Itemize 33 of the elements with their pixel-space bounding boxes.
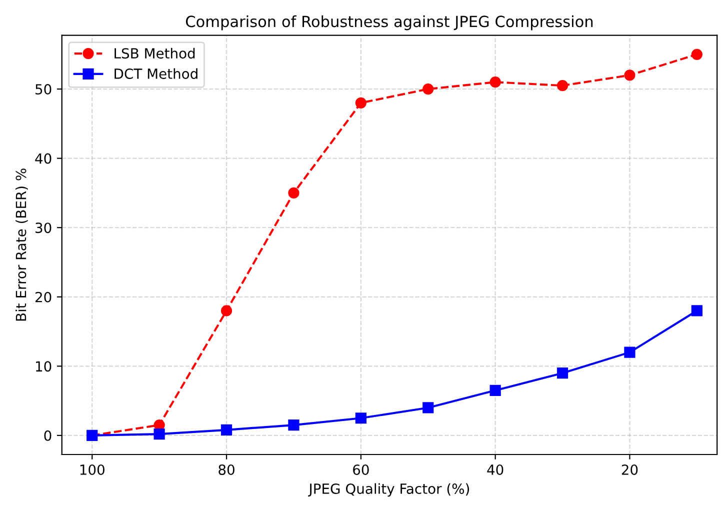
point bbox=[556, 80, 568, 92]
x-tick-label: 100 bbox=[80, 464, 104, 475]
point bbox=[288, 420, 300, 431]
point bbox=[490, 384, 501, 396]
x-tick-label: 20 bbox=[622, 464, 638, 475]
x-tick-label: 60 bbox=[353, 464, 369, 475]
y-tick-label: 10 bbox=[36, 361, 52, 372]
point bbox=[220, 424, 232, 436]
y-tick-label: 40 bbox=[35, 153, 52, 164]
point bbox=[691, 305, 702, 316]
point bbox=[624, 346, 636, 358]
y-tick-label: 50 bbox=[36, 84, 52, 95]
legend-label: LSB Method bbox=[114, 48, 195, 59]
x-tick-label: 80 bbox=[218, 464, 234, 475]
x-axis-title: JPEG Quality Factor (%) bbox=[308, 483, 470, 497]
point bbox=[691, 48, 702, 60]
y-tick-label: 30 bbox=[36, 222, 52, 234]
point bbox=[355, 97, 366, 108]
y-tick-label: 0 bbox=[44, 430, 52, 441]
point bbox=[288, 187, 300, 199]
x-tick-label: 40 bbox=[487, 464, 504, 475]
point bbox=[422, 402, 434, 414]
point bbox=[624, 70, 636, 81]
point bbox=[220, 305, 232, 316]
point bbox=[556, 368, 568, 379]
point bbox=[355, 412, 366, 424]
legend-label: DCT Method bbox=[114, 68, 198, 79]
point bbox=[154, 428, 165, 440]
chart-title: Comparison of Robustness against JPEG Compression bbox=[186, 15, 593, 30]
y-axis-title: Bit Error Rate (BER) % bbox=[15, 168, 28, 321]
point bbox=[422, 83, 434, 95]
point bbox=[490, 76, 501, 88]
y-tick-label: 20 bbox=[36, 292, 52, 302]
